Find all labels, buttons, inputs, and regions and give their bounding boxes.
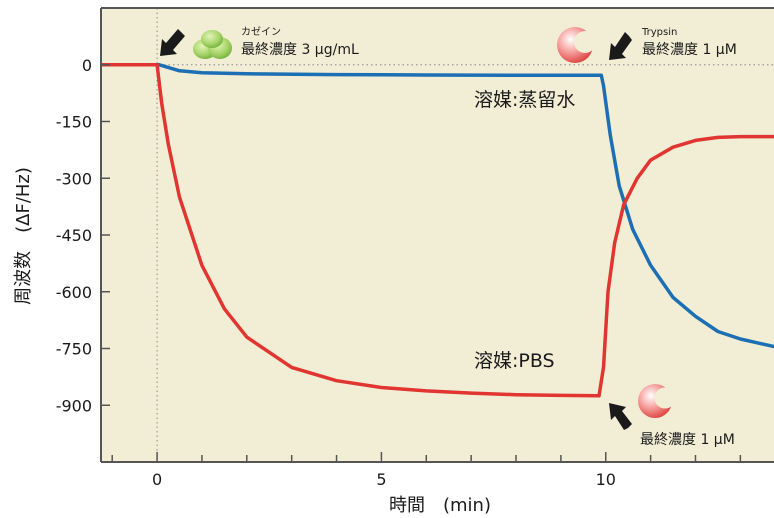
series-line-water [101,63,774,349]
casein-protein-icon [193,30,232,59]
casein-annotation: カゼイン 最終濃度 3 μg/mL [160,26,359,59]
trypsin-concentration-bottom: 最終濃度 1 μM [640,432,735,448]
arrow-icon [160,29,185,56]
casein-concentration-label: 最終濃度 3 μg/mL [241,42,359,58]
trypsin-label: Trypsin [641,27,677,38]
y-axis-title: 周波数 (ΔF/Hz) [13,167,34,305]
y-tick-label: -750 [56,340,92,359]
y-tick-label: -450 [56,226,92,245]
y-tick-label: -900 [56,396,92,415]
arrow-icon [609,403,632,430]
trypsin-enzyme-icon [638,384,676,418]
trypsin-annotation-bottom: 最終濃度 1 μM [609,384,735,448]
y-tick-label: 0 [82,56,92,75]
casein-label: カゼイン [241,26,281,38]
x-axis-title: 時間 (min) [389,495,491,516]
x-tick-label: 5 [376,470,386,489]
x-tick-label: 10 [596,470,616,489]
water-series-label: 溶媒:蒸留水 [474,89,575,111]
trypsin-concentration-top: 最終濃度 1 μM [642,42,737,58]
trypsin-annotation-top: Trypsin 最終濃度 1 μM [557,27,737,63]
trypsin-enzyme-icon [557,27,596,63]
series-line-pbs [101,63,774,398]
x-tick-label: 0 [152,470,162,489]
y-tick-label: -600 [56,283,92,302]
y-tick-label: -300 [56,169,92,188]
arrow-icon [609,32,632,60]
y-tick-label: -150 [56,113,92,132]
pbs-series-label: 溶媒:PBS [474,350,555,372]
